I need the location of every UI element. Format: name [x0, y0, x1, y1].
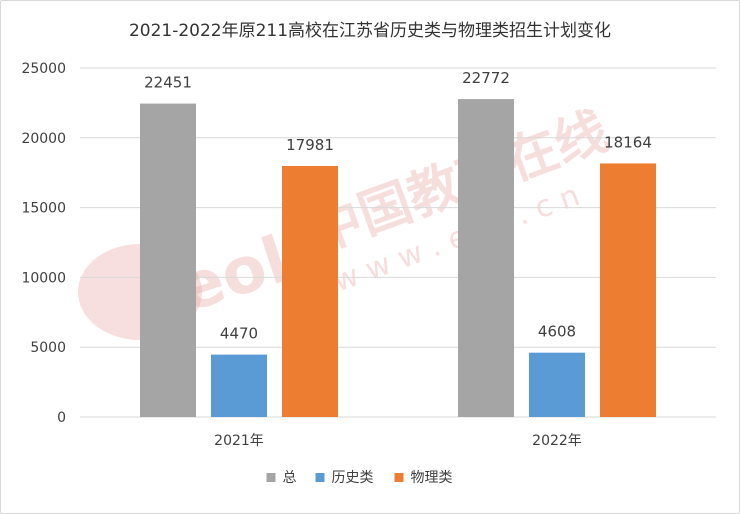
y-tick-label: 25000 [21, 61, 66, 77]
legend-swatch [394, 473, 404, 482]
data-label: 22451 [144, 74, 192, 92]
bar [600, 163, 656, 417]
data-label: 4470 [220, 325, 258, 343]
legend-label: 总 [283, 470, 297, 486]
bar [211, 354, 267, 417]
legend-swatch [315, 473, 325, 482]
y-tick-label: 0 [57, 410, 66, 426]
legend: 总 历史类 物理类 [266, 470, 453, 486]
x-axis: 2021年 2022年 [214, 433, 582, 449]
bar [140, 103, 196, 417]
data-label: 18164 [604, 133, 652, 151]
x-tick-label: 2022年 [532, 433, 582, 449]
data-label: 4608 [538, 323, 576, 341]
legend-label: 物理类 [411, 470, 453, 486]
bar [458, 99, 514, 418]
bars [140, 99, 656, 418]
bar [282, 165, 338, 417]
y-tick-label: 10000 [21, 270, 66, 286]
x-tick-label: 2021年 [214, 433, 264, 449]
data-label: 22772 [462, 69, 510, 87]
bar [529, 352, 585, 417]
data-labels: 22451 4470 17981 22772 4608 18164 [144, 69, 652, 342]
y-axis: 0 5000 10000 15000 20000 25000 [21, 61, 66, 426]
y-tick-label: 5000 [30, 340, 66, 356]
legend-label: 历史类 [332, 470, 374, 486]
y-tick-label: 20000 [21, 131, 66, 147]
y-tick-label: 15000 [21, 201, 66, 217]
legend-swatch [266, 473, 276, 482]
chart-title: 2021-2022年原211高校在江苏省历史类与物理类招生计划变化 [129, 21, 611, 41]
data-label: 17981 [286, 136, 334, 154]
